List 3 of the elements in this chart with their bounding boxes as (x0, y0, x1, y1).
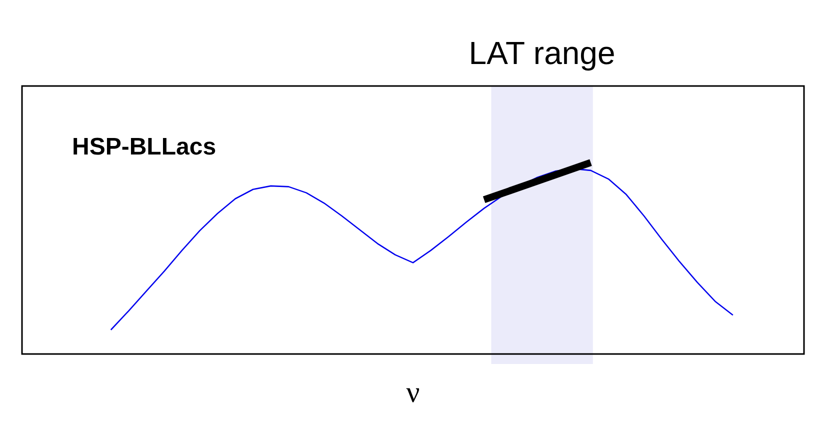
text: HSP-BLLacs (72, 134, 216, 161)
x-axis-title: ν (406, 376, 420, 409)
chart-title: LAT range (468, 35, 616, 71)
